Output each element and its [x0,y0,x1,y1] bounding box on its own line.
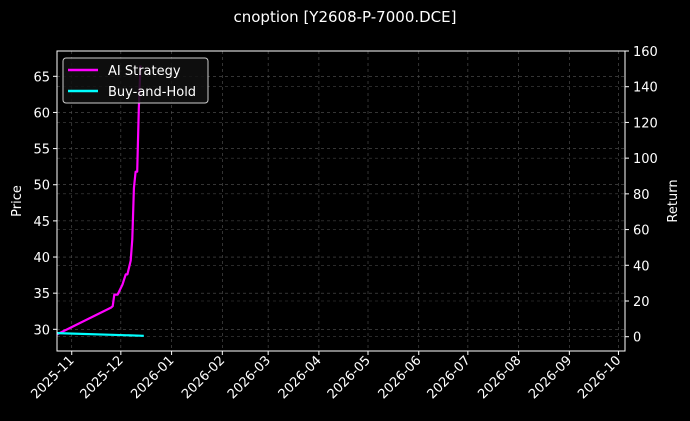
x-tick-label: 2026-01 [128,353,177,402]
y-tick-label-right: 40 [633,259,650,274]
x-tick-label: 2026-09 [526,353,575,402]
y-tick-label-right: 0 [633,331,641,346]
y-tick-label-right: 140 [633,81,658,96]
x-tick-label: 2025-11 [29,353,78,402]
plot-frame [56,50,626,352]
x-tick-label: 2026-08 [475,353,524,402]
x-tick-label: 2026-06 [376,353,425,402]
x-tick-label: 2026-04 [276,353,325,402]
y-tick-label-right: 20 [633,295,650,310]
y-axis-label-left: Price [10,185,25,217]
y-tick-label-left: 55 [33,143,50,158]
chart-title: cnoption [Y2608-P-7000.DCE] [233,8,457,26]
legend-label: AI Strategy [108,64,181,79]
x-tick-label: 2026-02 [179,353,228,402]
y-tick-label-left: 40 [33,251,50,266]
y-tick-label-right: 160 [633,45,658,60]
x-tick-label: 2025-12 [78,353,127,402]
y-tick-label-right: 60 [633,224,650,239]
y-tick-label-right: 80 [633,188,650,203]
x-tick-label: 2026-10 [575,353,624,402]
x-tick-label: 2026-05 [325,353,374,402]
y-tick-label-right: 100 [633,152,658,167]
series-line-ai-strategy [56,65,142,336]
x-tick-label: 2026-03 [225,353,274,402]
y-tick-label-right: 120 [633,116,658,131]
y-tick-label-left: 60 [33,106,50,121]
y-tick-label-left: 35 [33,287,50,302]
y-tick-label-left: 45 [33,215,50,230]
series-line-buy-and-hold [56,332,144,337]
x-tick-label: 2026-07 [425,353,474,402]
legend-label: Buy-and-Hold [108,85,196,100]
y-axis-label-right: Return [666,179,681,222]
y-tick-label-left: 50 [33,179,50,194]
legend: AI Strategy Buy-and-Hold [62,57,209,104]
grid [57,50,625,351]
y-tick-label-left: 30 [33,323,50,338]
y-tick-label-left: 65 [33,70,50,85]
